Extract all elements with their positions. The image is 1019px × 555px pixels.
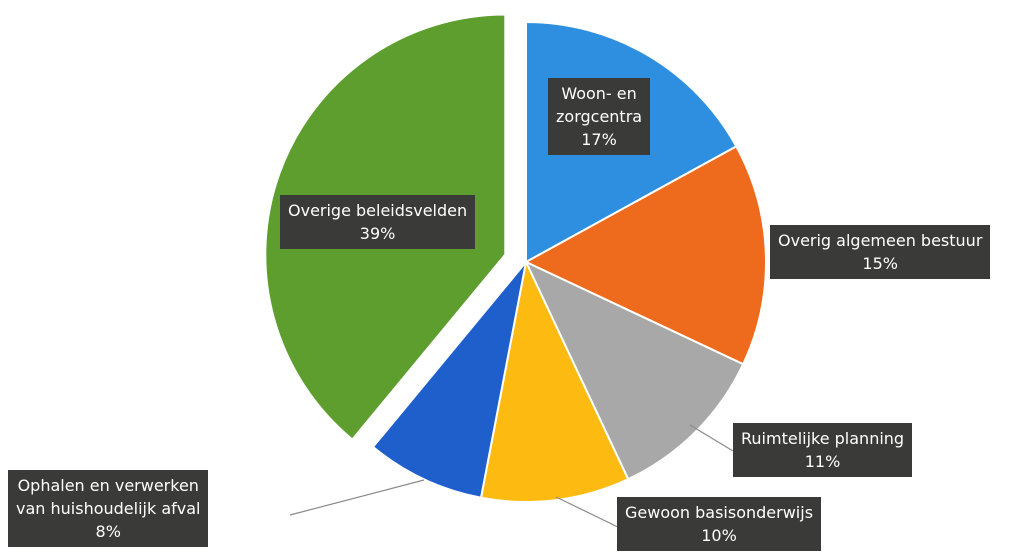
label-ophalen-en-verwerken-value: 8%	[95, 522, 121, 541]
label-overig-algemeen-bestuur-value: 15%	[862, 254, 898, 273]
label-ruimtelijke-planning: Ruimtelijke planning 11%	[733, 423, 913, 477]
label-woon-en-zorgcentra-line1: Woon- en	[561, 84, 637, 103]
label-ophalen-en-verwerken: Ophalen en verwerken van huishoudelijk a…	[8, 470, 209, 547]
label-overig-algemeen-bestuur: Overig algemeen bestuur 15%	[770, 225, 991, 279]
leader-line-ophalen-en-verwerken	[289, 479, 425, 516]
label-gewoon-basisonderwijs-line1: Gewoon basisonderwijs	[625, 503, 814, 522]
pie-slice-ophalen-en-verwerken-van-huishoudelijk-afval	[371, 261, 527, 499]
label-ruimtelijke-planning-line1: Ruimtelijke planning	[741, 429, 905, 448]
label-gewoon-basisonderwijs: Gewoon basisonderwijs 10%	[617, 497, 822, 551]
pie-slice-ruimtelijke-planning	[523, 259, 745, 481]
label-ruimtelijke-planning-value: 11%	[804, 452, 841, 471]
pie-slice-gewoon-basisonderwijs	[479, 258, 630, 503]
label-gewoon-basisonderwijs-value: 10%	[701, 526, 737, 545]
label-woon-en-zorgcentra-line2: zorgcentra	[556, 107, 643, 126]
label-overige-beleidsvelden-line1: Overige beleidsvelden	[288, 201, 468, 220]
label-overige-beleidsvelden-value: 39%	[359, 224, 396, 243]
label-overig-algemeen-bestuur-line1: Overig algemeen bestuur	[778, 231, 983, 250]
leader-line-gewoon-basisonderwijs	[555, 496, 621, 529]
label-woon-en-zorgcentra-value: 17%	[581, 130, 617, 149]
label-overige-beleidsvelden: Overige beleidsvelden 39%	[280, 195, 476, 249]
leader-line-ruimtelijke-planning	[689, 424, 734, 452]
label-woon-en-zorgcentra: Woon- en zorgcentra 17%	[548, 78, 651, 155]
label-ophalen-en-verwerken-line1: Ophalen en verwerken	[17, 476, 199, 495]
pie-slice-overig-algemeen-bestuur	[523, 145, 767, 366]
label-ophalen-en-verwerken-line2: van huishoudelijk afval	[16, 499, 201, 518]
